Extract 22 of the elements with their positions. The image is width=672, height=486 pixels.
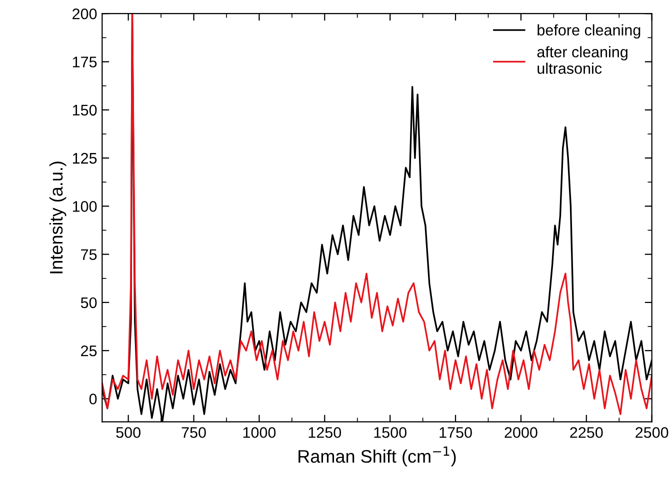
y-tick-label: 75 (81, 249, 97, 260)
x-tick-label: 1750 (440, 427, 472, 438)
legend-label: after cleaning ultrasonic (537, 46, 628, 74)
x-tick-label: 2250 (570, 427, 603, 438)
y-tick-label: 25 (81, 345, 97, 356)
y-tick-label: 150 (72, 104, 97, 116)
x-axis-title: Raman Shift (cm$^{−1}$) (298, 446, 456, 466)
y-tick-label: 50 (80, 297, 97, 308)
x-tick-label: 1000 (243, 427, 276, 438)
x-tick-label: 2000 (504, 427, 538, 438)
y-tick-label: 0 (89, 394, 97, 404)
x-tick-label: 1250 (308, 427, 342, 438)
y-tick-label: 100 (72, 201, 97, 212)
x-tick-label: 2500 (636, 427, 668, 438)
legend-label: before cleaning (538, 24, 640, 39)
y-tick-label: 200 (72, 8, 97, 20)
x-tick-label: 500 (116, 427, 140, 438)
y-tick-label: 175 (72, 56, 97, 68)
y-axis-title: Intensity (a.u.) (49, 162, 66, 274)
y-tick-label: 125 (72, 152, 97, 164)
x-tick-label: 1500 (374, 427, 406, 438)
x-tick-label: 750 (182, 427, 206, 438)
